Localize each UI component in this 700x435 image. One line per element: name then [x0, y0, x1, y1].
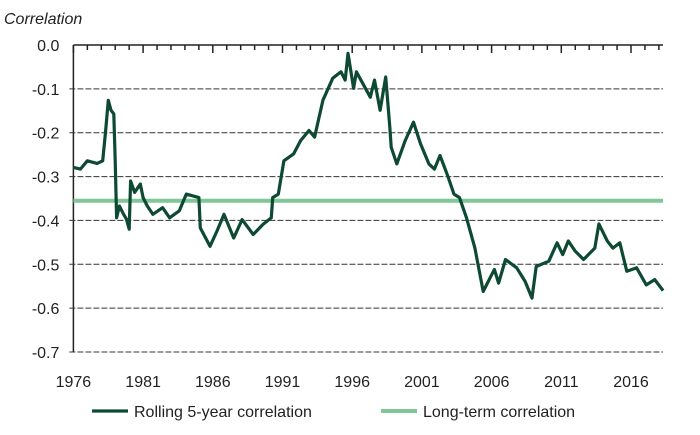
x-tick-label: 2001 [404, 374, 440, 391]
x-tick-label: 1996 [334, 374, 370, 391]
y-tick-label: -0.6 [32, 301, 60, 318]
x-tick-label: 1981 [125, 374, 161, 391]
y-axis-title: Correlation [4, 11, 82, 28]
y-tick-label: -0.2 [32, 126, 60, 143]
rolling-correlation-line [73, 51, 665, 300]
y-tick-label: 0.0 [37, 38, 59, 55]
legend-label-rolling: Rolling 5-year correlation [134, 404, 312, 421]
x-tick-label: 1991 [265, 374, 301, 391]
legend: Rolling 5-year correlation Long-term cor… [92, 404, 575, 421]
x-tick-label: 1986 [195, 374, 231, 391]
x-tick-label: 2016 [613, 374, 649, 391]
x-tick-label: 2006 [474, 374, 510, 391]
x-tick-label: 1976 [56, 374, 92, 391]
y-tick-label: -0.1 [32, 82, 60, 99]
y-tick-label: -0.4 [32, 213, 60, 230]
y-tick-label: -0.3 [32, 170, 60, 187]
y-tick-label: -0.5 [32, 257, 60, 274]
legend-label-long-term: Long-term correlation [423, 404, 575, 421]
y-tick-label: -0.7 [32, 345, 60, 362]
x-tick-label: 2011 [544, 374, 579, 391]
